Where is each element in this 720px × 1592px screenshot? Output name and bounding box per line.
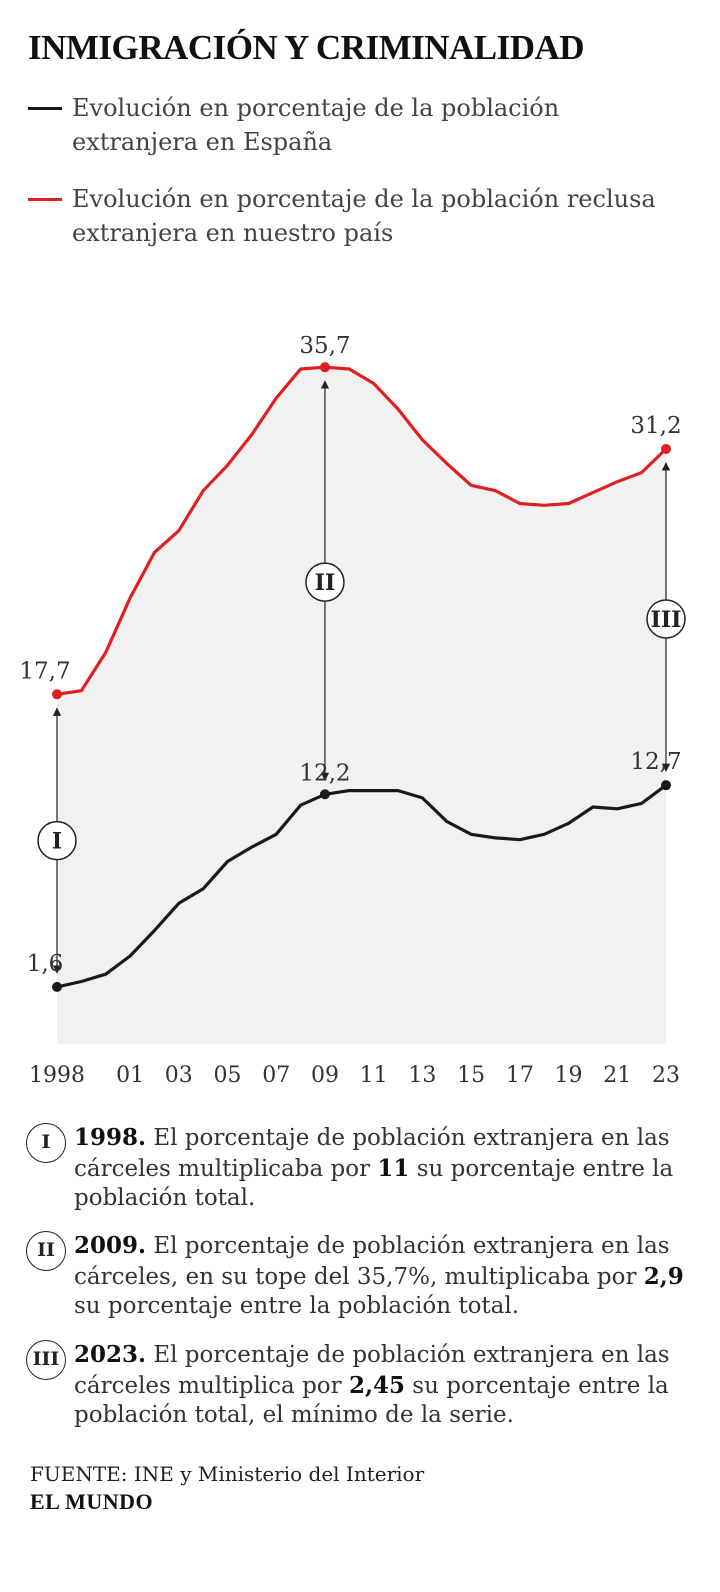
data-point-1998-inmates	[52, 689, 62, 700]
data-label: 12,2	[299, 760, 350, 786]
note-text: 1998. El porcentaje de población extranj…	[74, 1123, 694, 1214]
x-tick-label: 19	[555, 1063, 583, 1088]
note-body: El porcentaje de población extranjera en…	[74, 1125, 670, 1182]
note-text: 2023. El porcentaje de población extranj…	[74, 1340, 694, 1431]
note-2009: II 2009. El porcentaje de población extr…	[26, 1231, 706, 1322]
data-point-2023-inmates	[661, 443, 671, 454]
note-body-end: su porcentaje entre la población total.	[74, 1155, 674, 1212]
x-tick-label: 17	[506, 1063, 534, 1088]
note-text: 2009. El porcentaje de población extranj…	[74, 1231, 694, 1322]
data-label: 35,7	[299, 333, 350, 359]
data-point-2009-population	[319, 789, 330, 800]
marker-circle-iii	[646, 599, 686, 639]
x-tick-label: 1998	[29, 1063, 85, 1088]
series-line-foreign-inmates	[55, 365, 668, 696]
marker-circle-ii	[305, 562, 345, 602]
note-multiplier: 2,9	[643, 1262, 684, 1290]
x-tick-label: 23	[652, 1063, 680, 1088]
note-body-end: su porcentaje entre la población total.	[74, 1293, 520, 1319]
legend-item-foreign-population: Evolución en porcentaje de la población …	[28, 91, 682, 159]
x-tick-label: 15	[457, 1063, 485, 1088]
note-multiplier: 2,45	[348, 1371, 405, 1399]
data-label: 17,7	[19, 658, 70, 684]
note-body: El porcentaje de población extranjera en…	[74, 1342, 670, 1399]
legend-item-foreign-inmates: Evolución en porcentaje de la población …	[28, 182, 682, 250]
data-point-1998-population	[52, 981, 62, 992]
x-tick-label: 21	[603, 1063, 631, 1088]
marker-circle-i	[37, 820, 77, 861]
note-year: 2023.	[74, 1341, 147, 1368]
note-body-end: su porcentaje entre la población total, …	[74, 1372, 669, 1429]
note-badge-i: I	[26, 1123, 66, 1163]
note-multiplier: 11	[377, 1154, 410, 1182]
note-badge-ii: II	[26, 1231, 66, 1271]
source-credit: FUENTE: INE y Ministerio del Interior	[30, 1462, 425, 1486]
legend-label: Evolución en porcentaje de la población …	[72, 185, 656, 247]
x-tick-label: 13	[408, 1063, 436, 1088]
chart-title: INMIGRACIÓN Y CRIMINALIDAD	[28, 28, 585, 67]
note-year: 1998.	[74, 1124, 147, 1151]
x-tick-label: 11	[360, 1063, 388, 1088]
x-tick-label: 03	[165, 1063, 193, 1088]
note-1998: I 1998. El porcentaje de población extra…	[26, 1123, 706, 1214]
note-badge-iii: III	[26, 1340, 66, 1380]
chart-area-fill	[57, 367, 666, 1044]
legend-label: Evolución en porcentaje de la población …	[72, 94, 560, 156]
brand-logo-text: EL MUNDO	[30, 1489, 154, 1514]
data-point-2009-inmates	[319, 362, 330, 373]
marker-label-i: I	[52, 829, 62, 855]
legend-swatch-red	[28, 198, 62, 201]
data-label: 31,2	[630, 413, 681, 439]
data-label: 1,6	[27, 951, 64, 977]
note-2023: III 2023. El porcentaje de población ext…	[26, 1340, 706, 1431]
note-year: 2009.	[74, 1232, 147, 1259]
series-line-foreign-population	[55, 783, 668, 989]
marker-label-iii: III	[651, 607, 682, 633]
data-label: 12,7	[630, 749, 681, 775]
data-point-2023-population	[661, 780, 671, 791]
x-tick-label: 05	[214, 1063, 242, 1088]
marker-label-ii: II	[315, 570, 336, 596]
note-body: El porcentaje de población extranjera en…	[74, 1233, 670, 1290]
x-tick-label: 09	[311, 1063, 339, 1088]
x-tick-label: 07	[262, 1063, 290, 1088]
legend-swatch-black	[28, 107, 62, 110]
x-tick-label: 01	[116, 1063, 144, 1088]
